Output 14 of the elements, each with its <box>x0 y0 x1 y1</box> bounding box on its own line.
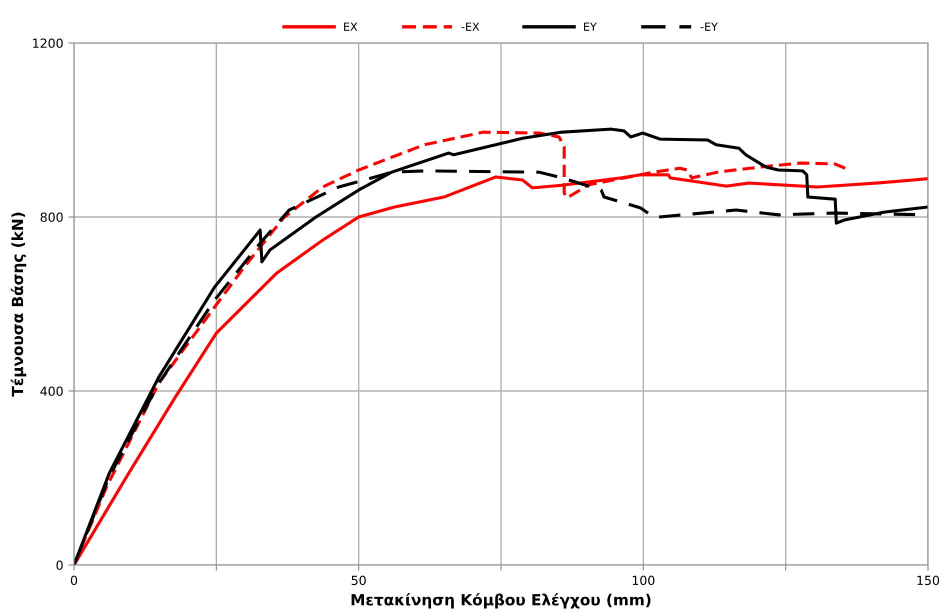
x-tick-label: 50 <box>352 576 366 586</box>
y-tick-label: 400 <box>40 386 63 396</box>
x-tick-label: 150 <box>917 576 940 586</box>
x-tick-label: 0 <box>70 576 78 586</box>
legend-label: EY <box>584 22 597 31</box>
y-axis-title: Τέμνουσα Βάσης (kN) <box>10 212 26 397</box>
y-tick-label: 800 <box>40 212 63 222</box>
x-axis-title: Μετακίνηση Κόμβου Ελέγχου (mm) <box>352 593 650 608</box>
x-tick-label: 100 <box>632 576 654 586</box>
legend-label: EX <box>344 22 358 31</box>
y-tick-label: 0 <box>56 560 63 570</box>
y-tick-label: 1200 <box>33 38 63 48</box>
legend-label: -EY <box>700 22 718 31</box>
legend-label: -EX <box>462 22 480 31</box>
